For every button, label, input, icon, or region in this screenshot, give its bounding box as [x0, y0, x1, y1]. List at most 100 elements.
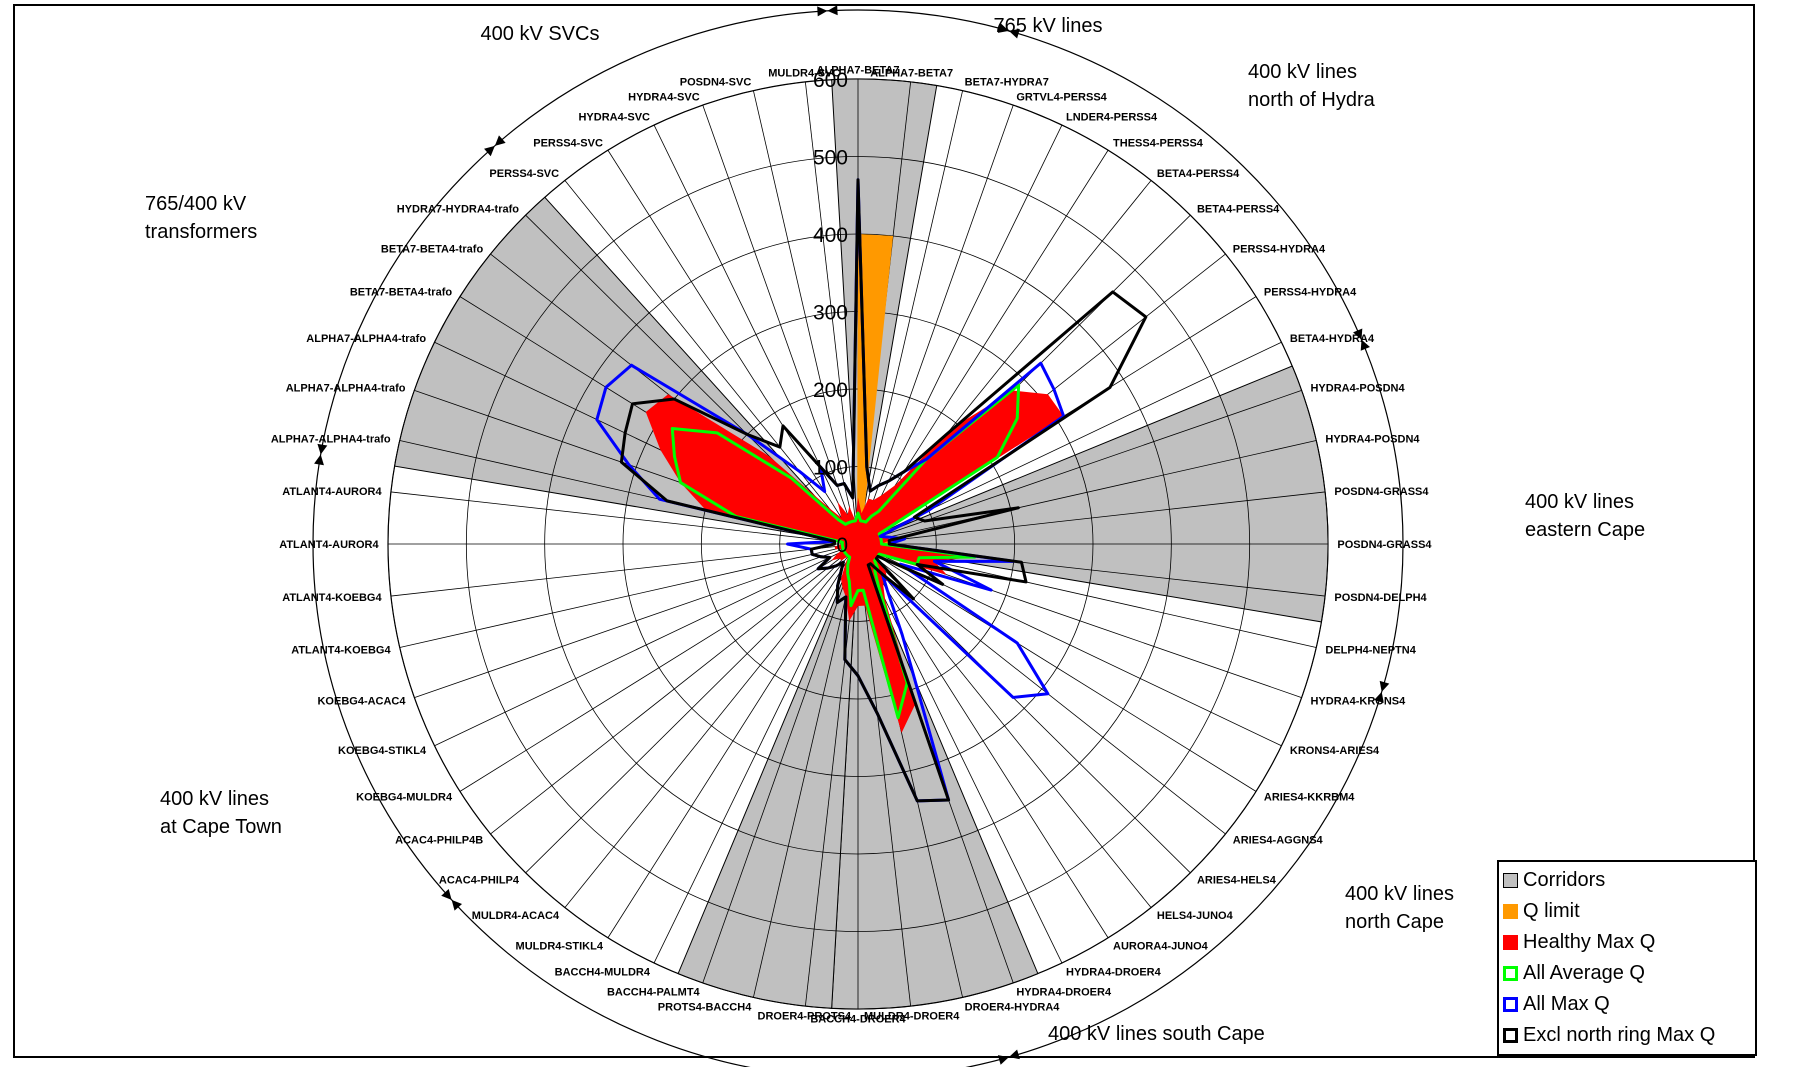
category-label: KOEBG4-STIKL4	[338, 745, 427, 757]
category-label: MULDR4-STIKL4	[516, 941, 604, 953]
group-label: 400 kV lines	[160, 788, 269, 810]
category-label: HYDRA4-DROER4	[1066, 966, 1162, 978]
series-healthy-max-q	[645, 390, 1064, 733]
group-boundary-arrow	[1360, 339, 1370, 351]
grid-spoke	[414, 543, 859, 698]
group-boundary-arrow	[494, 135, 506, 146]
radial-tick-label: 500	[813, 147, 848, 170]
grid-spoke	[857, 543, 1257, 792]
category-label: ARIES4-KKRBM4	[1264, 791, 1355, 803]
legend-label: Excl north ring Max Q	[1523, 1024, 1716, 1046]
group-label: eastern Cape	[1525, 519, 1645, 541]
category-label: ATLANT4-AUROR4	[279, 539, 379, 551]
category-label: BETA7-BETA4-trafo	[350, 287, 453, 299]
group-boundary-arrow	[827, 5, 838, 16]
grid-spoke	[857, 543, 1152, 908]
category-label: ARIES4-AGGNS4	[1233, 835, 1324, 847]
category-label: ATLANT4-KOEBG4	[291, 645, 391, 657]
legend-item-q-limit: Q limit	[1503, 896, 1755, 927]
legend-item-corridors: Corridors	[1503, 865, 1755, 896]
category-label: PERSS4-HYDRA4	[1264, 287, 1357, 299]
grid-spoke	[490, 543, 859, 835]
group-boundary-arrow	[1008, 1049, 1020, 1060]
grid-spoke	[857, 491, 1326, 545]
grid-spoke	[857, 390, 1302, 545]
group-label: north of Hydra	[1248, 89, 1376, 111]
legend-label: Corridors	[1523, 869, 1606, 891]
grid-spoke	[804, 81, 859, 545]
category-label: HYDRA4-SVC	[578, 112, 650, 124]
group-label: 400 kV lines	[1248, 61, 1357, 83]
radial-tick-label: 600	[813, 69, 848, 92]
grid-spoke	[857, 124, 1063, 545]
category-label: THESS4-PERSS4	[1113, 137, 1204, 149]
legend-swatch	[1503, 935, 1518, 950]
legend-swatch	[1503, 873, 1518, 888]
category-label: AURORA4-JUNO4	[1113, 941, 1209, 953]
group-boundary-arrow	[997, 1055, 1009, 1065]
series-all-average-q	[670, 383, 1021, 720]
grid-spoke	[702, 104, 859, 545]
radial-tick-label: 400	[813, 224, 848, 247]
category-label: KOEBG4-MULDR4	[356, 791, 453, 803]
grid-spoke	[607, 543, 859, 938]
group-boundary-arc	[312, 9, 1404, 1067]
category-label: HYDRA4-SVC	[628, 91, 700, 103]
category-label: BACCH4-PALMT4	[607, 987, 701, 999]
category-label: HYDRA4-POSDN4	[1310, 382, 1405, 394]
legend-swatch	[1503, 966, 1518, 981]
grid-spoke	[390, 491, 859, 545]
category-label: ALPHA7-BETA7	[870, 68, 953, 80]
grid-spoke	[702, 543, 859, 984]
group-boundary-arrow	[441, 889, 452, 900]
grid-spoke	[857, 543, 1109, 938]
category-label: BACCH4-MULDR4	[555, 966, 651, 978]
category-label: GRTVL4-PERSS4	[1016, 91, 1107, 103]
radial-tick-label: 100	[813, 457, 848, 480]
legend-swatch	[1503, 904, 1518, 919]
category-label: ATLANT4-AUROR4	[282, 486, 382, 498]
category-label: ACAC4-PHILP4	[439, 874, 520, 886]
category-label: KRONS4-ARIES4	[1290, 745, 1380, 757]
category-label: KOEBG4-ACAC4	[317, 696, 406, 708]
legend-label: Q limit	[1523, 900, 1580, 922]
grid-spoke	[564, 180, 859, 545]
grid-spoke	[857, 543, 1063, 964]
category-label: ATLANT4-KOEBG4	[282, 592, 382, 604]
grid-spoke	[857, 543, 1226, 835]
category-label: POSDN4-SVC	[680, 77, 752, 89]
group-boundary-arrow	[817, 6, 828, 17]
legend-item-excl-north-ring-max-q: Excl north ring Max Q	[1503, 1020, 1755, 1051]
category-label: PERSS4-HYDRA4	[1233, 243, 1326, 255]
grid-spoke	[434, 543, 859, 747]
category-label: BETA4-HYDRA4	[1290, 333, 1375, 345]
group-boundary-arrow	[1379, 680, 1390, 692]
grid-spoke	[390, 543, 859, 597]
grid-spoke	[459, 543, 859, 792]
category-label: ALPHA7-BETA7	[817, 65, 900, 77]
grid-spoke	[857, 150, 1109, 545]
grid-spoke	[857, 104, 1014, 545]
grid-spoke	[525, 543, 859, 874]
group-boundary-arrow	[1353, 328, 1363, 340]
legend-label: All Max Q	[1523, 993, 1610, 1015]
group-label: 765/400 kV	[145, 193, 247, 215]
group-boundary-arrow	[997, 23, 1009, 33]
legend-item-all-max-q: All Max Q	[1503, 989, 1755, 1020]
group-label: 400 kV lines	[1345, 883, 1454, 905]
grid-spoke	[753, 543, 859, 998]
legend-swatch	[1503, 1028, 1518, 1043]
category-label: ACAC4-PHILP4B	[395, 835, 483, 847]
grid-spoke	[607, 150, 859, 545]
category-label: DELPH4-NEPTN4	[1325, 645, 1416, 657]
group-boundary-arrow	[317, 443, 328, 455]
category-label: DROER4-HYDRA4	[965, 1001, 1061, 1013]
grid-spoke	[653, 124, 859, 545]
group-label: 400 kV lines south Cape	[1048, 1023, 1265, 1045]
legend-item-all-average-q: All Average Q	[1503, 958, 1755, 989]
category-label: BACCH4-DROER4	[810, 1013, 906, 1025]
group-boundary-arrow	[451, 899, 463, 911]
category-label: MULDR4-DROER4	[864, 1010, 960, 1022]
legend-item-healthy-max-q: Healthy Max Q	[1503, 927, 1755, 958]
category-label: ALPHA7-ALPHA4-trafo	[306, 333, 426, 345]
